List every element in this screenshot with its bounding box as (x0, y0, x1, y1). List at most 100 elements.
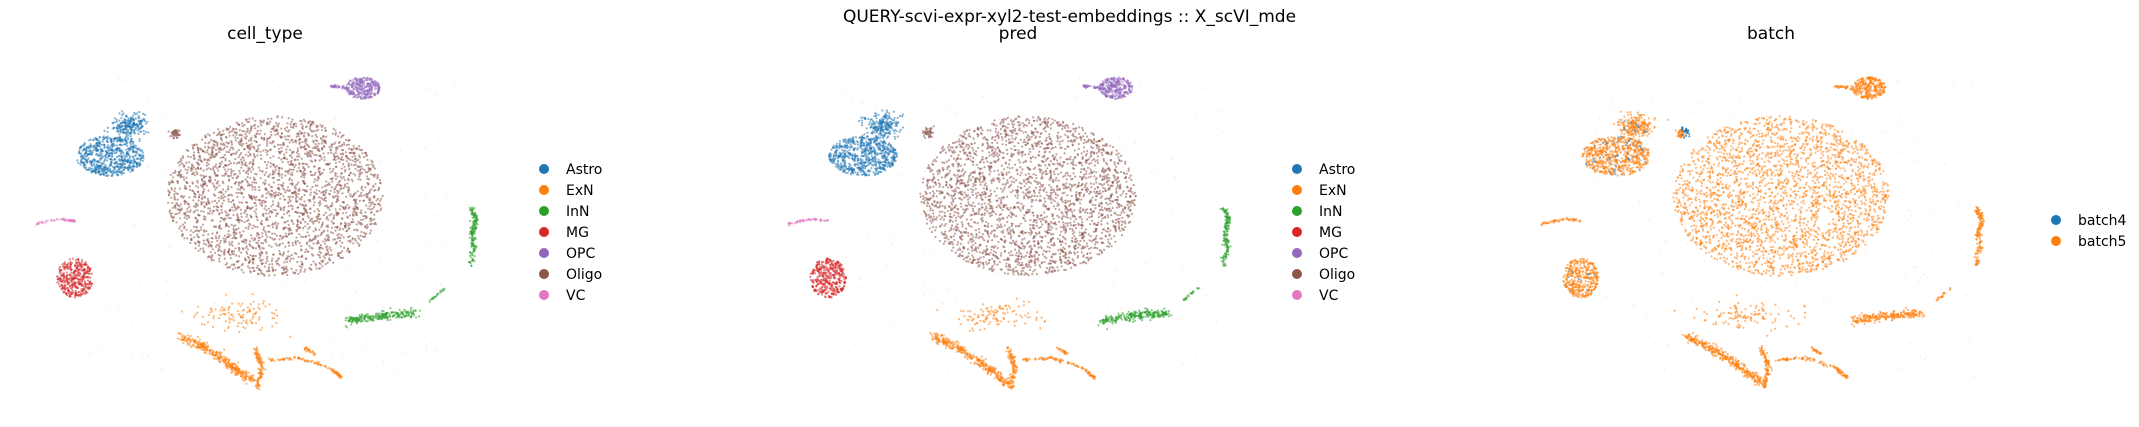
scatter-point (227, 168, 230, 171)
scatter-point (401, 316, 404, 319)
scatter-point (274, 221, 277, 224)
scatter-point (318, 248, 321, 251)
scatter-point (137, 119, 140, 123)
scatter-point (187, 203, 190, 206)
scatter-point (375, 84, 378, 87)
scatter-point (352, 81, 355, 84)
scatter-point (475, 245, 478, 248)
scatter-point (382, 313, 386, 316)
scatter-point (79, 277, 82, 281)
scatter-point (369, 220, 372, 223)
scatter-point (305, 140, 308, 143)
scatter-point (404, 314, 407, 318)
scatter-point (106, 170, 109, 173)
scatter-point (341, 241, 344, 244)
scatter-point (372, 184, 375, 187)
scatter-point (352, 172, 355, 175)
scatter-point (286, 273, 289, 277)
scatter-point (357, 235, 360, 238)
scatter-point (87, 169, 90, 172)
scatter-point (265, 188, 269, 192)
scatter-point (255, 195, 258, 199)
scatter-point (309, 239, 312, 242)
scatter-point (268, 230, 271, 233)
scatter-point (333, 191, 336, 194)
scatter-point (365, 154, 368, 157)
scatter-point (290, 253, 293, 257)
scatter-point (288, 168, 291, 171)
scatter-point (102, 138, 106, 141)
scatter-point (298, 137, 301, 140)
scatter-point (332, 127, 335, 130)
scatter-point (229, 217, 232, 220)
scatter-point (291, 138, 294, 141)
scatter-point (221, 133, 224, 136)
scatter-point (365, 164, 368, 167)
scatter-point (381, 194, 384, 198)
scatter-point (206, 197, 209, 201)
scatter-point (329, 231, 332, 234)
scatter-point (265, 257, 268, 260)
scatter-point (240, 219, 243, 223)
scatter-point (218, 213, 221, 216)
scatter-point (120, 154, 123, 157)
scatter-point (363, 96, 366, 99)
scatter-point (248, 131, 251, 134)
scatter-point (300, 196, 303, 199)
scatter-point (214, 148, 218, 152)
scatter-point (327, 206, 330, 209)
scatter-point (291, 191, 294, 194)
scatter-point (283, 268, 286, 272)
scatter-point (334, 238, 337, 241)
scatter-point (115, 126, 118, 130)
scatter-point (242, 240, 245, 243)
scatter-point (344, 205, 347, 208)
scatter-point (370, 163, 373, 166)
scatter-point (342, 176, 345, 179)
scatter-point (277, 203, 280, 206)
scatter-point (279, 151, 282, 154)
scatter-point (179, 157, 183, 160)
scatter-point (347, 162, 350, 165)
scatter-point (101, 148, 104, 151)
scatter-point (237, 227, 240, 230)
scatter-point (120, 163, 123, 166)
scatter-point (132, 114, 135, 117)
scatter-point (315, 135, 318, 139)
scatter-point (205, 243, 208, 246)
scatter-point (95, 160, 98, 163)
scatter-point (362, 231, 365, 234)
scatter-point (241, 125, 244, 128)
scatter-point (275, 226, 278, 229)
scatter-point (298, 130, 301, 133)
scatter-point (376, 177, 379, 180)
scatter-point (303, 176, 306, 179)
scatter-point (259, 259, 262, 262)
scatter-point (469, 226, 472, 230)
scatter-point (366, 315, 369, 318)
scatter-point (277, 156, 280, 159)
scatter-point (209, 251, 212, 254)
scatter-point (228, 178, 231, 181)
scatter-point (257, 166, 260, 169)
scatter-point (295, 269, 298, 272)
scatter-point (290, 267, 293, 270)
scatter-point (228, 243, 231, 246)
scatter-point (276, 129, 279, 132)
scatter-point (218, 242, 221, 245)
scatter-point (410, 306, 413, 309)
scatter-point (318, 250, 321, 253)
scatter-point (337, 181, 340, 184)
scatter-point (373, 195, 376, 198)
scatter-point (288, 129, 291, 132)
scatter-point (324, 263, 327, 266)
scatter-point (212, 205, 216, 208)
scatter-point (124, 139, 127, 143)
scatter-point (235, 131, 238, 134)
scatter-point (81, 279, 84, 282)
scatter-point (367, 163, 370, 167)
scatter-point (345, 326, 348, 329)
scatter-point (183, 338, 186, 341)
scatter-point (72, 281, 75, 284)
scatter-point (330, 253, 333, 257)
